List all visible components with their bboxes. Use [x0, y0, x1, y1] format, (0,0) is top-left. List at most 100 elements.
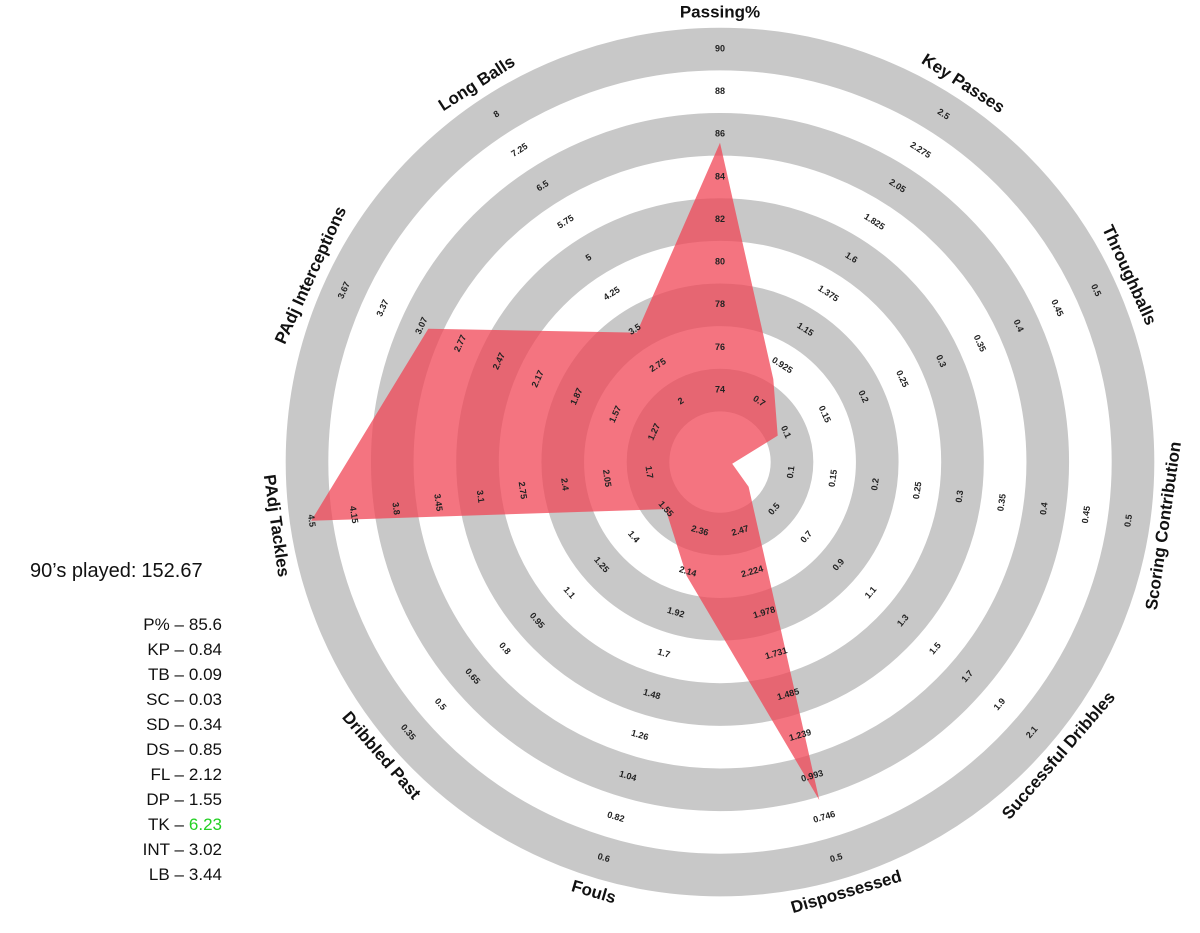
stat-row: FL –2.12	[143, 762, 222, 787]
tick-label: 0.5	[1122, 514, 1134, 528]
tick-label: 4.25	[602, 284, 622, 302]
tick-label: 0.5	[433, 696, 449, 712]
tick-label: 90	[715, 43, 725, 53]
tick-label: 2.14	[678, 564, 698, 579]
tick-label: 0.45	[1080, 505, 1092, 524]
tick-label: 5	[584, 252, 594, 263]
tick-label: 4.15	[348, 505, 360, 524]
data-area	[311, 142, 820, 801]
stat-row: DS –0.85	[143, 737, 222, 762]
tick-label: 2.75	[517, 481, 529, 500]
tick-label: 2.36	[690, 523, 710, 538]
stat-value: 3.02	[188, 840, 222, 859]
stat-row: INT –3.02	[143, 837, 222, 862]
tick-label: 2	[676, 395, 686, 406]
tick-label: 1.04	[618, 769, 638, 784]
tick-label: 0.2	[869, 477, 881, 491]
stat-value: 0.85	[188, 740, 222, 759]
tick-label: 82	[715, 214, 725, 224]
tick-label: 88	[715, 86, 725, 96]
stat-value: 1.55	[188, 790, 222, 809]
tick-label: 7.25	[509, 141, 529, 159]
tick-label: 0.25	[894, 369, 910, 389]
tick-label: 1.1	[562, 584, 578, 600]
tick-label: 0.925	[770, 355, 794, 376]
stat-label: DP –	[146, 790, 184, 809]
tick-label: 1.92	[666, 605, 686, 620]
tick-label: 0.4	[1012, 318, 1026, 334]
stat-label: SD –	[146, 715, 184, 734]
tick-label: 0.3	[954, 490, 966, 504]
tick-label: 0.5	[1089, 282, 1103, 298]
stat-row: SC –0.03	[143, 687, 222, 712]
tick-label: 0.25	[911, 481, 923, 500]
tick-label: 0.15	[817, 404, 833, 424]
tick-label: 4.5	[306, 514, 318, 528]
tick-label: 0.35	[995, 493, 1007, 512]
tick-label: 74	[715, 384, 725, 394]
stat-value: 0.03	[188, 690, 222, 709]
tick-label: 78	[715, 299, 725, 309]
stat-value: 3.44	[188, 865, 222, 884]
tick-label: 1.375	[816, 283, 840, 304]
tick-label: 0.1	[785, 465, 797, 479]
tick-label: 0.45	[1049, 298, 1065, 318]
stat-row: SD –0.34	[143, 712, 222, 737]
tick-label: 0.15	[827, 469, 839, 488]
stat-label: TK –	[148, 815, 184, 834]
tick-label: 3.8	[390, 502, 402, 516]
played-label: 90’s played:	[30, 560, 137, 582]
tick-label: 1.4	[626, 529, 642, 545]
tick-label: 0.35	[972, 333, 988, 353]
stat-row: KP –0.84	[143, 637, 222, 662]
tick-label: 1.825	[862, 211, 886, 232]
stat-list: P% –85.6 KP –0.84 TB –0.09 SC –0.03 SD –0.34…	[143, 612, 222, 887]
tick-label: 2.47	[730, 523, 750, 538]
tick-label: 0.3	[934, 353, 948, 369]
stat-row: LB –3.44	[143, 862, 222, 887]
tick-label: 84	[715, 171, 725, 181]
tick-label: 3.37	[374, 298, 390, 318]
tick-label: 2.275	[908, 140, 932, 161]
tick-label: 1.26	[630, 728, 650, 743]
stat-row: DP –1.55	[143, 787, 222, 812]
played-value: 152.67	[141, 560, 203, 582]
stat-label: TB –	[148, 665, 184, 684]
stat-value: 0.09	[188, 665, 222, 684]
tick-label: 1.7	[644, 465, 656, 479]
tick-label: 86	[715, 129, 725, 139]
stat-label: LB –	[148, 865, 184, 884]
tick-label: 0.8	[497, 640, 513, 656]
stat-label: INT –	[142, 840, 184, 859]
tick-label: 1.5	[927, 640, 943, 656]
tick-label: 1.7	[656, 647, 671, 660]
tick-label: 0.82	[606, 810, 626, 825]
tick-label: 76	[715, 342, 725, 352]
tick-label: 0.6	[596, 851, 611, 864]
tick-label: 1.9	[992, 696, 1008, 712]
tick-label: 2.05	[601, 469, 613, 488]
stat-label: DS –	[146, 740, 184, 759]
stat-value: 6.23	[188, 815, 222, 834]
stat-label: FL –	[150, 765, 184, 784]
axis-label: Passing%	[680, 2, 760, 21]
tick-label: 2.4	[559, 477, 571, 491]
stat-label: KP –	[147, 640, 184, 659]
tick-label: 0.2	[856, 389, 870, 405]
stat-value: 0.34	[188, 715, 222, 734]
tick-label: 8	[492, 108, 502, 119]
tick-label: 0.7	[798, 529, 814, 545]
tick-label: 1.1	[863, 584, 879, 600]
tick-label: 3.45	[432, 493, 444, 512]
tick-label: 0.1	[779, 424, 793, 440]
stat-value: 0.84	[188, 640, 222, 659]
stat-label: SC –	[146, 690, 184, 709]
tick-label: 1.48	[642, 687, 662, 702]
tick-label: 3.1	[475, 490, 487, 504]
stat-label: P% –	[143, 615, 184, 634]
tick-label: 0.746	[812, 809, 836, 825]
stat-row: P% –85.6	[143, 612, 222, 637]
stat-value: 2.12	[188, 765, 222, 784]
